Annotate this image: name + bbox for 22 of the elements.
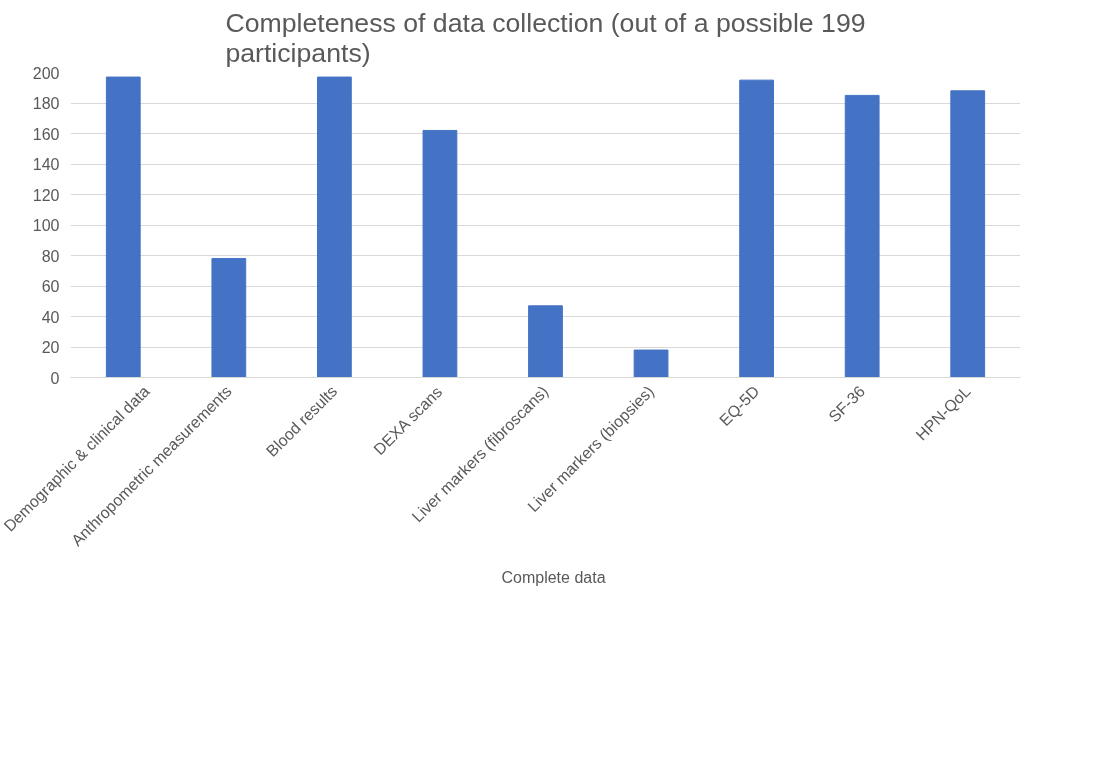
bar: [739, 79, 774, 378]
y-tick-label: 160: [32, 125, 60, 143]
bar: [211, 258, 247, 378]
bar: [105, 76, 141, 378]
y-tick-label: 180: [32, 95, 60, 112]
bar: [422, 129, 458, 378]
text: Complete data: [501, 569, 606, 587]
bar: [528, 305, 563, 378]
y-tick-label: 80: [41, 247, 60, 265]
y-tick-label: 40: [41, 308, 60, 326]
bar: [844, 94, 880, 378]
y-tick-label: 200: [32, 64, 60, 82]
y-tick-label: 140: [32, 156, 60, 173]
bar: [950, 90, 986, 378]
y-tick-label: 20: [41, 339, 60, 356]
y-tick-label: 100: [32, 217, 60, 234]
y-tick-label: 120: [32, 186, 60, 204]
bar: [633, 349, 669, 378]
y-tick-label: 0: [50, 369, 60, 387]
chart-title: Completeness of data collection (out of a possible 199 participants): [225, 7, 866, 68]
y-tick-label: 60: [41, 278, 60, 295]
bar: [317, 76, 352, 378]
